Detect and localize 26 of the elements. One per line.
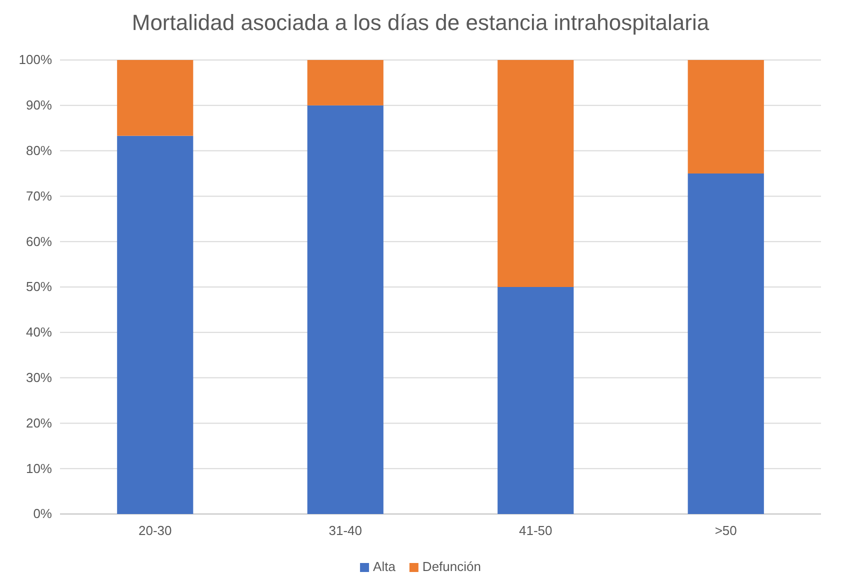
bar — [688, 60, 764, 174]
y-tick-label: 80% — [26, 142, 52, 158]
y-tick-label: 90% — [26, 98, 52, 113]
y-tick-label: 100% — [18, 52, 52, 68]
y-tick-label: 50% — [26, 279, 52, 294]
y-tick-label: 10% — [26, 460, 52, 476]
bar — [498, 60, 574, 287]
y-tick-label: 70% — [26, 188, 52, 204]
y-tick-label: 0% — [33, 506, 52, 522]
y-tick-label: 20% — [26, 415, 52, 430]
bar — [117, 136, 194, 514]
y-tick-label: 40% — [26, 324, 52, 340]
bar — [307, 60, 384, 106]
legend-label: Alta — [373, 559, 396, 574]
legend-label: Defunción — [422, 559, 481, 574]
bar — [307, 105, 384, 514]
bar — [117, 60, 194, 136]
y-tick-label: 30% — [26, 370, 52, 385]
x-tick-label: >50 — [714, 523, 737, 538]
y-tick-label: 60% — [26, 234, 52, 249]
chart-title: Mortalidad asociada a los días de estancia intrahospitalaria — [132, 10, 710, 35]
x-tick-label: 41-50 — [519, 523, 552, 538]
bar — [688, 174, 764, 514]
x-tick-label: 20-30 — [138, 523, 172, 538]
bar — [498, 287, 574, 514]
x-tick-label: 31-40 — [328, 523, 362, 538]
